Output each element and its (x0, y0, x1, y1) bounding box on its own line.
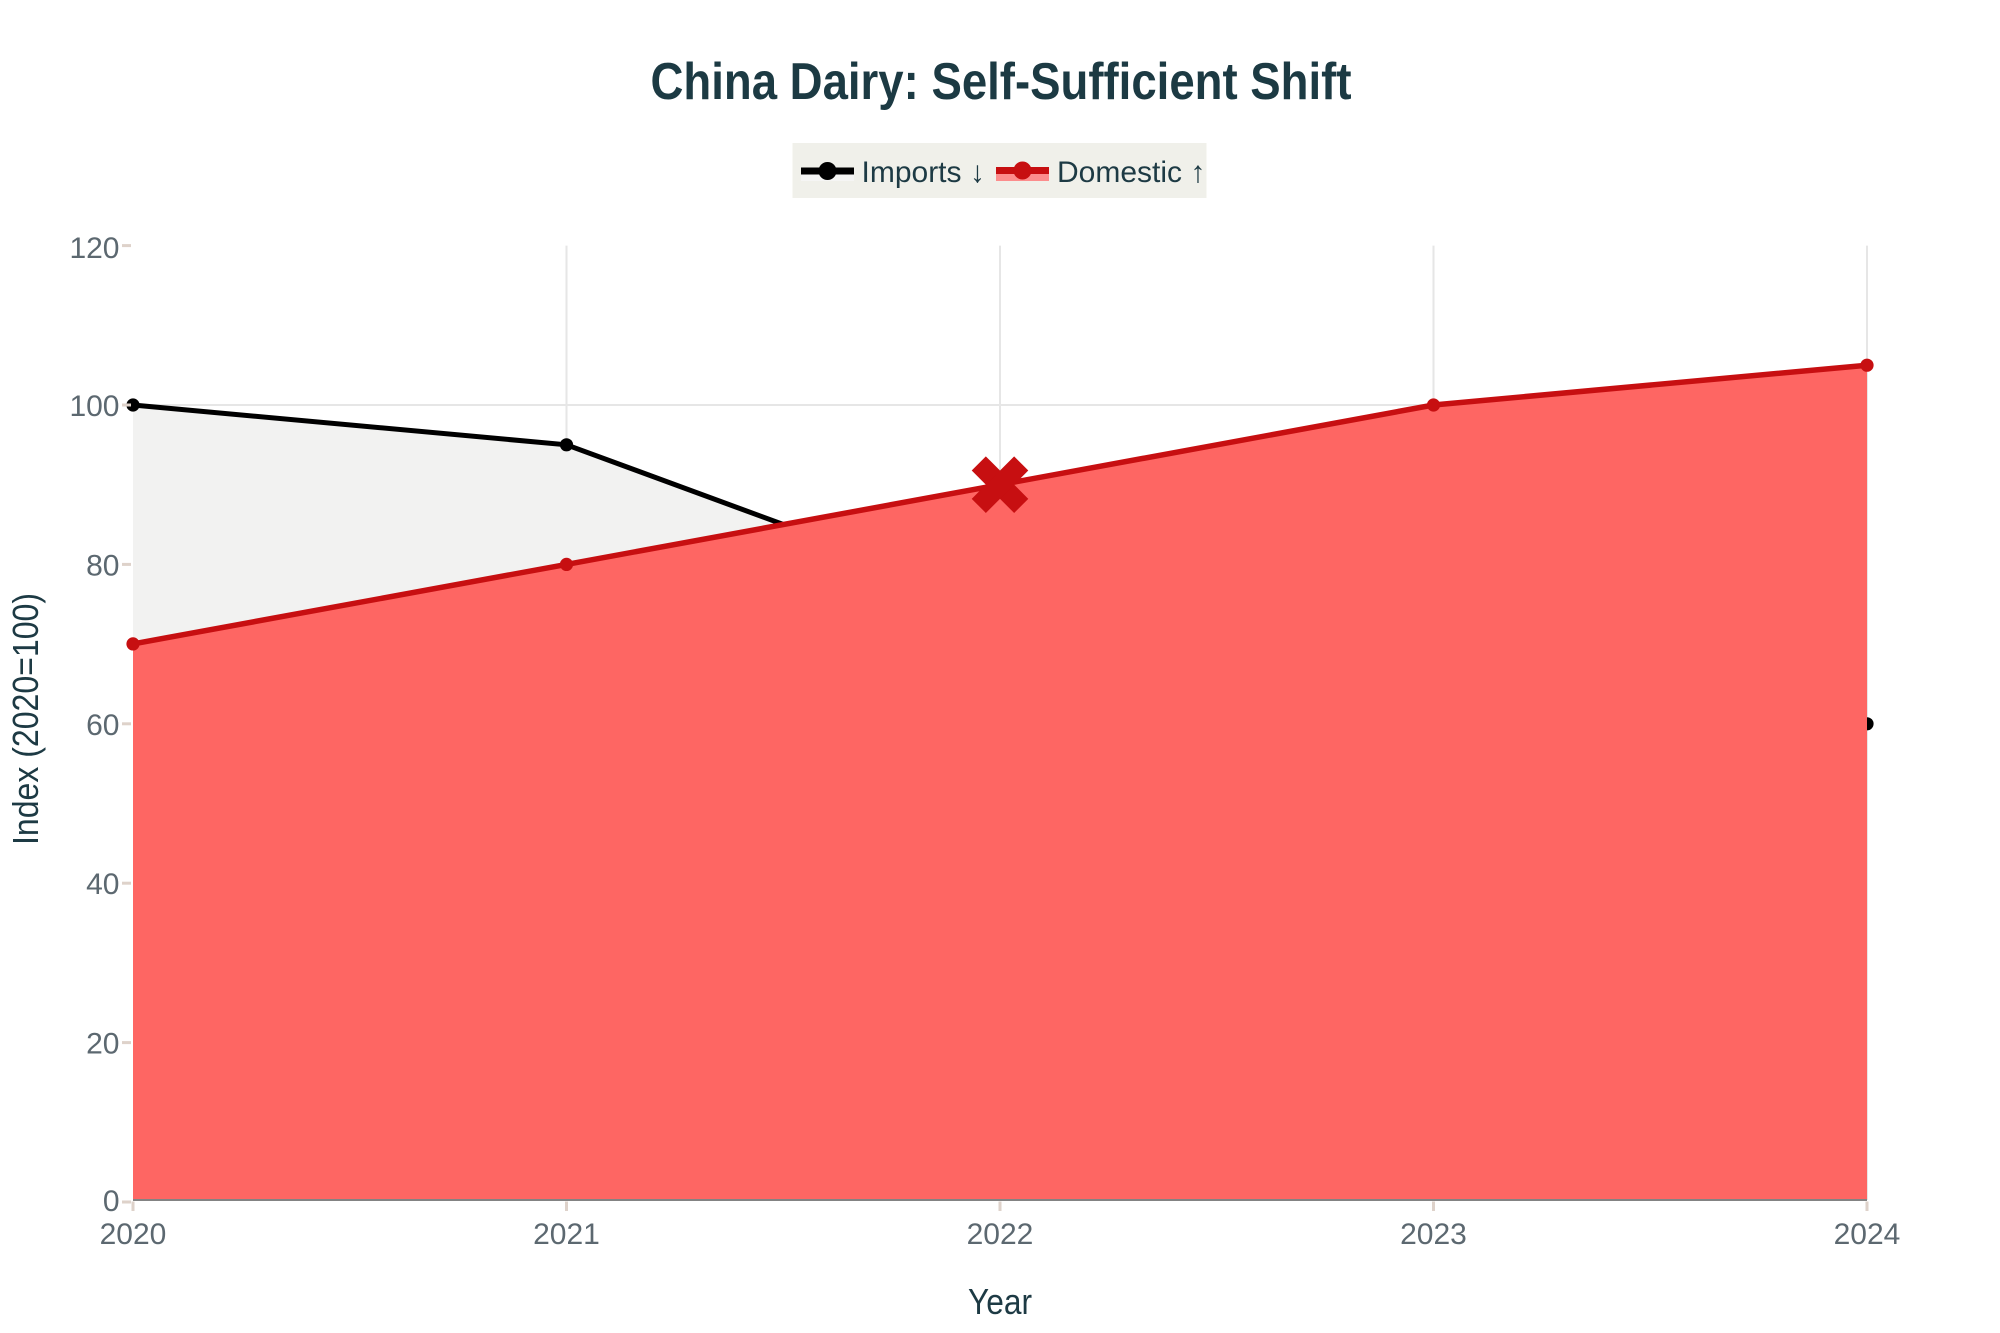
svg-text:China Dairy: Self-Sufficient S: China Dairy: Self-Sufficient Shift (651, 53, 1352, 111)
svg-text:40: 40 (86, 868, 119, 901)
svg-text:Domestic ↑: Domestic ↑ (1057, 156, 1205, 189)
svg-text:2022: 2022 (967, 1218, 1034, 1251)
svg-text:Year: Year (968, 1281, 1032, 1322)
svg-text:120: 120 (69, 232, 119, 265)
svg-text:20: 20 (86, 1028, 119, 1061)
svg-text:2024: 2024 (1834, 1218, 1901, 1251)
svg-text:100: 100 (69, 390, 119, 423)
svg-text:Index (2020=100): Index (2020=100) (5, 593, 46, 845)
svg-text:2023: 2023 (1400, 1218, 1467, 1251)
svg-text:2021: 2021 (533, 1218, 600, 1251)
svg-text:2020: 2020 (100, 1218, 167, 1251)
svg-text:0: 0 (103, 1185, 120, 1218)
svg-text:80: 80 (86, 549, 119, 582)
svg-text:Imports ↓: Imports ↓ (862, 156, 985, 189)
svg-text:60: 60 (86, 709, 119, 742)
